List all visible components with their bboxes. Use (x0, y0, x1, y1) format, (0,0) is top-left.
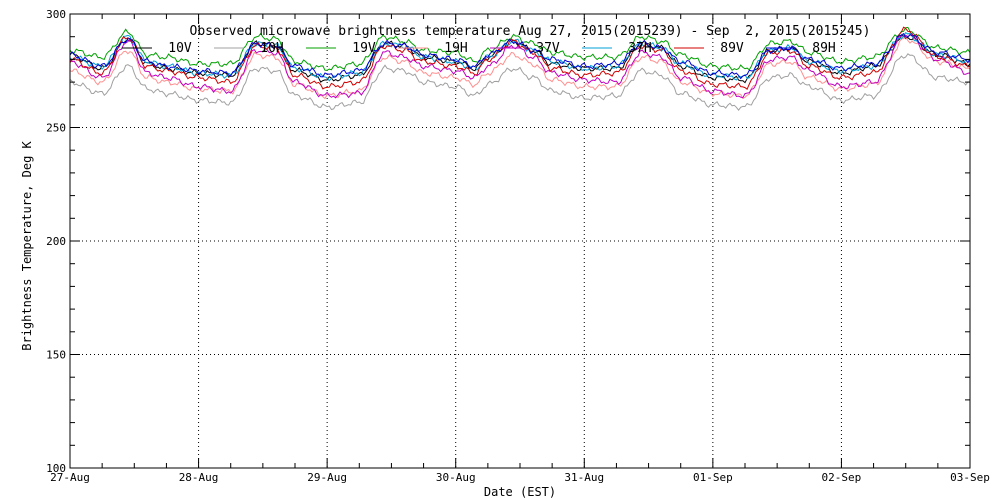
series-line-37h (69, 32, 971, 82)
legend-label: 19H (444, 41, 467, 56)
x-tick-label: 30-Aug (436, 471, 476, 484)
y-tick-label: 150 (46, 349, 66, 362)
legend-label: 89H (812, 41, 835, 56)
grid-layer (70, 14, 970, 468)
legend-label: 37V (536, 41, 560, 56)
legend-label: 10V (168, 41, 192, 56)
y-tick-label: 100 (46, 462, 66, 475)
legend-label: 89V (720, 41, 744, 56)
series-layer (69, 26, 971, 112)
y-tick-label: 200 (46, 235, 66, 248)
y-axis-title: Brightness Temperature, Deg K (20, 140, 34, 350)
x-tick-label: 02-Sep (822, 471, 862, 484)
series-line-19h (69, 36, 971, 100)
ticks-layer (69, 13, 971, 469)
x-tick-label: 29-Aug (307, 471, 347, 484)
legend-label: 37H (628, 41, 651, 56)
y-tick-label: 250 (46, 122, 66, 135)
x-tick-label: 31-Aug (564, 471, 604, 484)
x-tick-label: 03-Sep (950, 471, 990, 484)
series-line-89h (69, 33, 971, 80)
legend-label: 10H (260, 41, 283, 56)
legend-label: 19V (352, 41, 376, 56)
series-line-10h (69, 53, 971, 112)
x-tick-label: 27-Aug (50, 471, 90, 484)
x-tick-label: 28-Aug (179, 471, 219, 484)
y-tick-label: 300 (46, 8, 66, 21)
series-line-19v (69, 26, 971, 71)
x-tick-label: 01-Sep (693, 471, 733, 484)
series-line-89v (69, 26, 971, 90)
chart-title: Observed microwave brightness temperatur… (190, 24, 871, 39)
legend: 10V 10H 19V 19H 37V 37H 89V 89H (122, 41, 836, 56)
tick-labels-layer: 100 150 200 250 300 27-Aug 28-Aug 29-Aug 30-Aug 3… (46, 8, 990, 484)
x-axis-title: Date (EST) (484, 485, 556, 499)
